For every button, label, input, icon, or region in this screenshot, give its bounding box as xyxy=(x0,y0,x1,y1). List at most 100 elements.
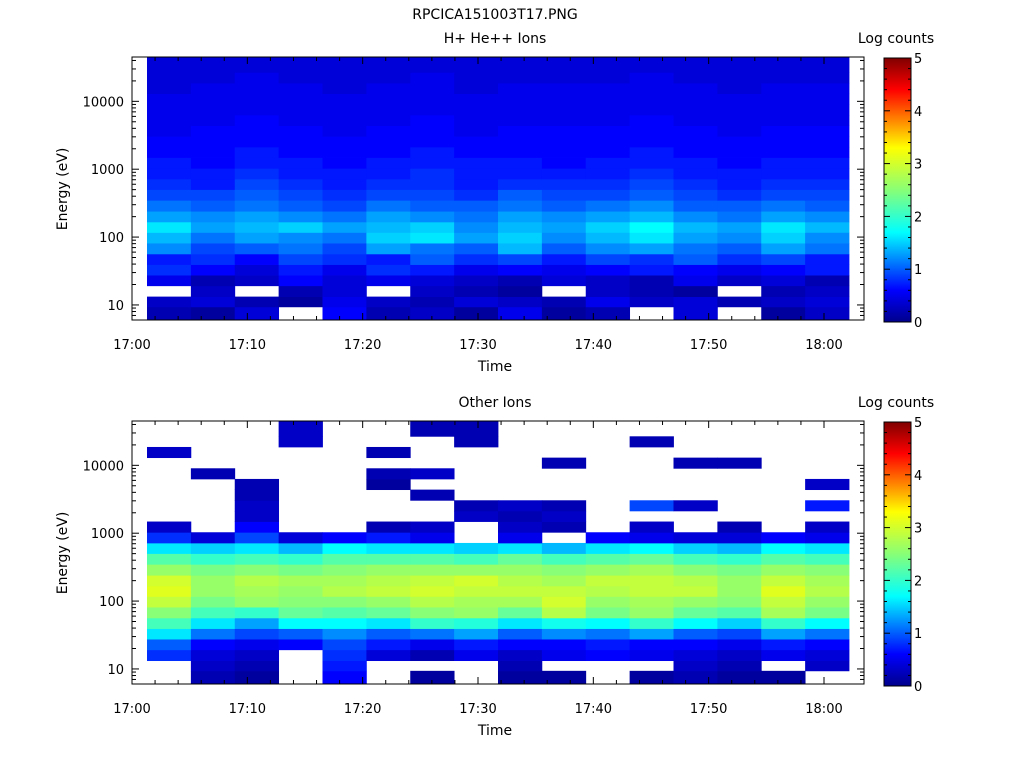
heatmap-cell xyxy=(454,542,499,554)
heatmap-cell xyxy=(366,596,411,608)
heatmap-cell xyxy=(322,211,367,223)
heatmap-cell xyxy=(278,136,323,148)
heatmap-cell xyxy=(717,178,762,190)
heatmap-cell xyxy=(673,575,718,587)
heatmap-cell xyxy=(498,607,543,619)
heatmap-cell xyxy=(278,114,323,127)
heatmap-cell xyxy=(190,564,236,576)
heatmap-cell xyxy=(234,211,280,223)
heatmap-cell xyxy=(717,114,762,127)
heatmap-cell xyxy=(278,125,323,137)
colorbar-tick-label: 4 xyxy=(914,105,922,120)
heatmap-cell xyxy=(234,478,280,491)
top-y-ticks: 10 100 1000 10000 xyxy=(83,59,864,321)
heatmap-cell xyxy=(234,532,280,544)
heatmap-cell xyxy=(322,670,367,685)
heatmap-cell xyxy=(190,670,236,685)
heatmap-cell xyxy=(629,243,674,255)
heatmap-cell xyxy=(541,157,587,169)
heatmap-cell xyxy=(805,200,850,212)
heatmap-cell xyxy=(147,596,192,608)
heatmap-cell xyxy=(761,243,806,255)
heatmap-cell xyxy=(541,670,587,685)
heatmap-cell xyxy=(541,500,587,512)
heatmap-cell xyxy=(366,264,411,276)
heatmap-cell xyxy=(147,296,192,308)
heatmap-cell xyxy=(673,649,718,662)
heatmap-cell xyxy=(717,670,762,685)
heatmap-cell xyxy=(717,296,762,308)
heatmap-cell xyxy=(805,136,850,148)
heatmap-cell xyxy=(629,104,674,116)
heatmap-cell xyxy=(190,617,236,629)
heatmap-cell xyxy=(278,542,323,554)
heatmap-cell xyxy=(234,521,280,533)
heatmap-cell xyxy=(673,660,718,672)
heatmap-cell xyxy=(717,628,762,640)
heatmap-cell xyxy=(761,670,806,685)
heatmap-cell xyxy=(322,146,367,158)
heatmap-cell xyxy=(147,57,192,73)
heatmap-cell xyxy=(322,136,367,148)
colorbar-tick-label: 3 xyxy=(914,158,922,173)
heatmap-cell xyxy=(190,253,236,265)
bottom-panel-title: Other Ions xyxy=(458,395,531,411)
heatmap-cell xyxy=(717,211,762,223)
heatmap-cell xyxy=(629,168,674,180)
heatmap-cell xyxy=(761,585,806,597)
heatmap-cell xyxy=(147,446,192,459)
heatmap-cell xyxy=(585,306,631,321)
heatmap-cell xyxy=(190,157,236,169)
heatmap-cell xyxy=(322,542,367,554)
heatmap-cell xyxy=(761,542,806,554)
heatmap-cell xyxy=(761,532,806,544)
heatmap-cell xyxy=(541,253,587,265)
heatmap-cell xyxy=(585,178,631,190)
heatmap-cell xyxy=(541,521,587,533)
heatmap-cell xyxy=(234,296,280,308)
heatmap-cell xyxy=(805,285,850,298)
heatmap-cell xyxy=(234,189,280,201)
heatmap-cell xyxy=(322,232,367,244)
heatmap-cell xyxy=(498,660,543,672)
heatmap-cell xyxy=(585,564,631,576)
top-x-ticks: 17:00 17:10 17:20 17:30 17:40 17:50 18:00 xyxy=(113,57,843,353)
heatmap-cell xyxy=(234,136,280,148)
heatmap-cell xyxy=(190,168,236,180)
heatmap-cell xyxy=(190,189,236,201)
heatmap-cell xyxy=(541,189,587,201)
heatmap-cell xyxy=(629,57,674,73)
heatmap-cell xyxy=(585,296,631,308)
heatmap-cell xyxy=(761,275,806,287)
heatmap-cell xyxy=(454,211,499,223)
heatmap-cell xyxy=(322,221,367,233)
heatmap-cell xyxy=(805,104,850,116)
heatmap-cell xyxy=(234,275,280,287)
colorbar-tick-label: 1 xyxy=(914,263,922,278)
heatmap-cell xyxy=(366,575,411,587)
heatmap-cell xyxy=(278,200,323,212)
heatmap-cell xyxy=(322,57,367,73)
heatmap-cell xyxy=(410,114,455,127)
top-colorbar-ticks: 0 1 2 3 4 5 xyxy=(884,52,922,331)
heatmap-cell xyxy=(278,575,323,587)
heatmap-cell xyxy=(498,168,543,180)
heatmap-cell xyxy=(366,553,411,565)
heatmap-cell xyxy=(585,93,631,105)
heatmap-cell xyxy=(629,221,674,233)
heatmap-cell xyxy=(234,649,280,662)
heatmap-cell xyxy=(629,532,674,544)
heatmap-cell xyxy=(761,189,806,201)
heatmap-cell xyxy=(454,285,499,298)
heatmap-cell xyxy=(673,585,718,597)
heatmap-cell xyxy=(585,628,631,640)
heatmap-cell xyxy=(585,146,631,158)
heatmap-cell xyxy=(498,575,543,587)
heatmap-cell xyxy=(585,136,631,148)
heatmap-cell xyxy=(190,468,236,480)
x-tick-label: 17:20 xyxy=(344,338,381,353)
heatmap-cell xyxy=(498,617,543,629)
heatmap-cell xyxy=(717,564,762,576)
heatmap-cell xyxy=(673,136,718,148)
heatmap-cell xyxy=(190,296,236,308)
